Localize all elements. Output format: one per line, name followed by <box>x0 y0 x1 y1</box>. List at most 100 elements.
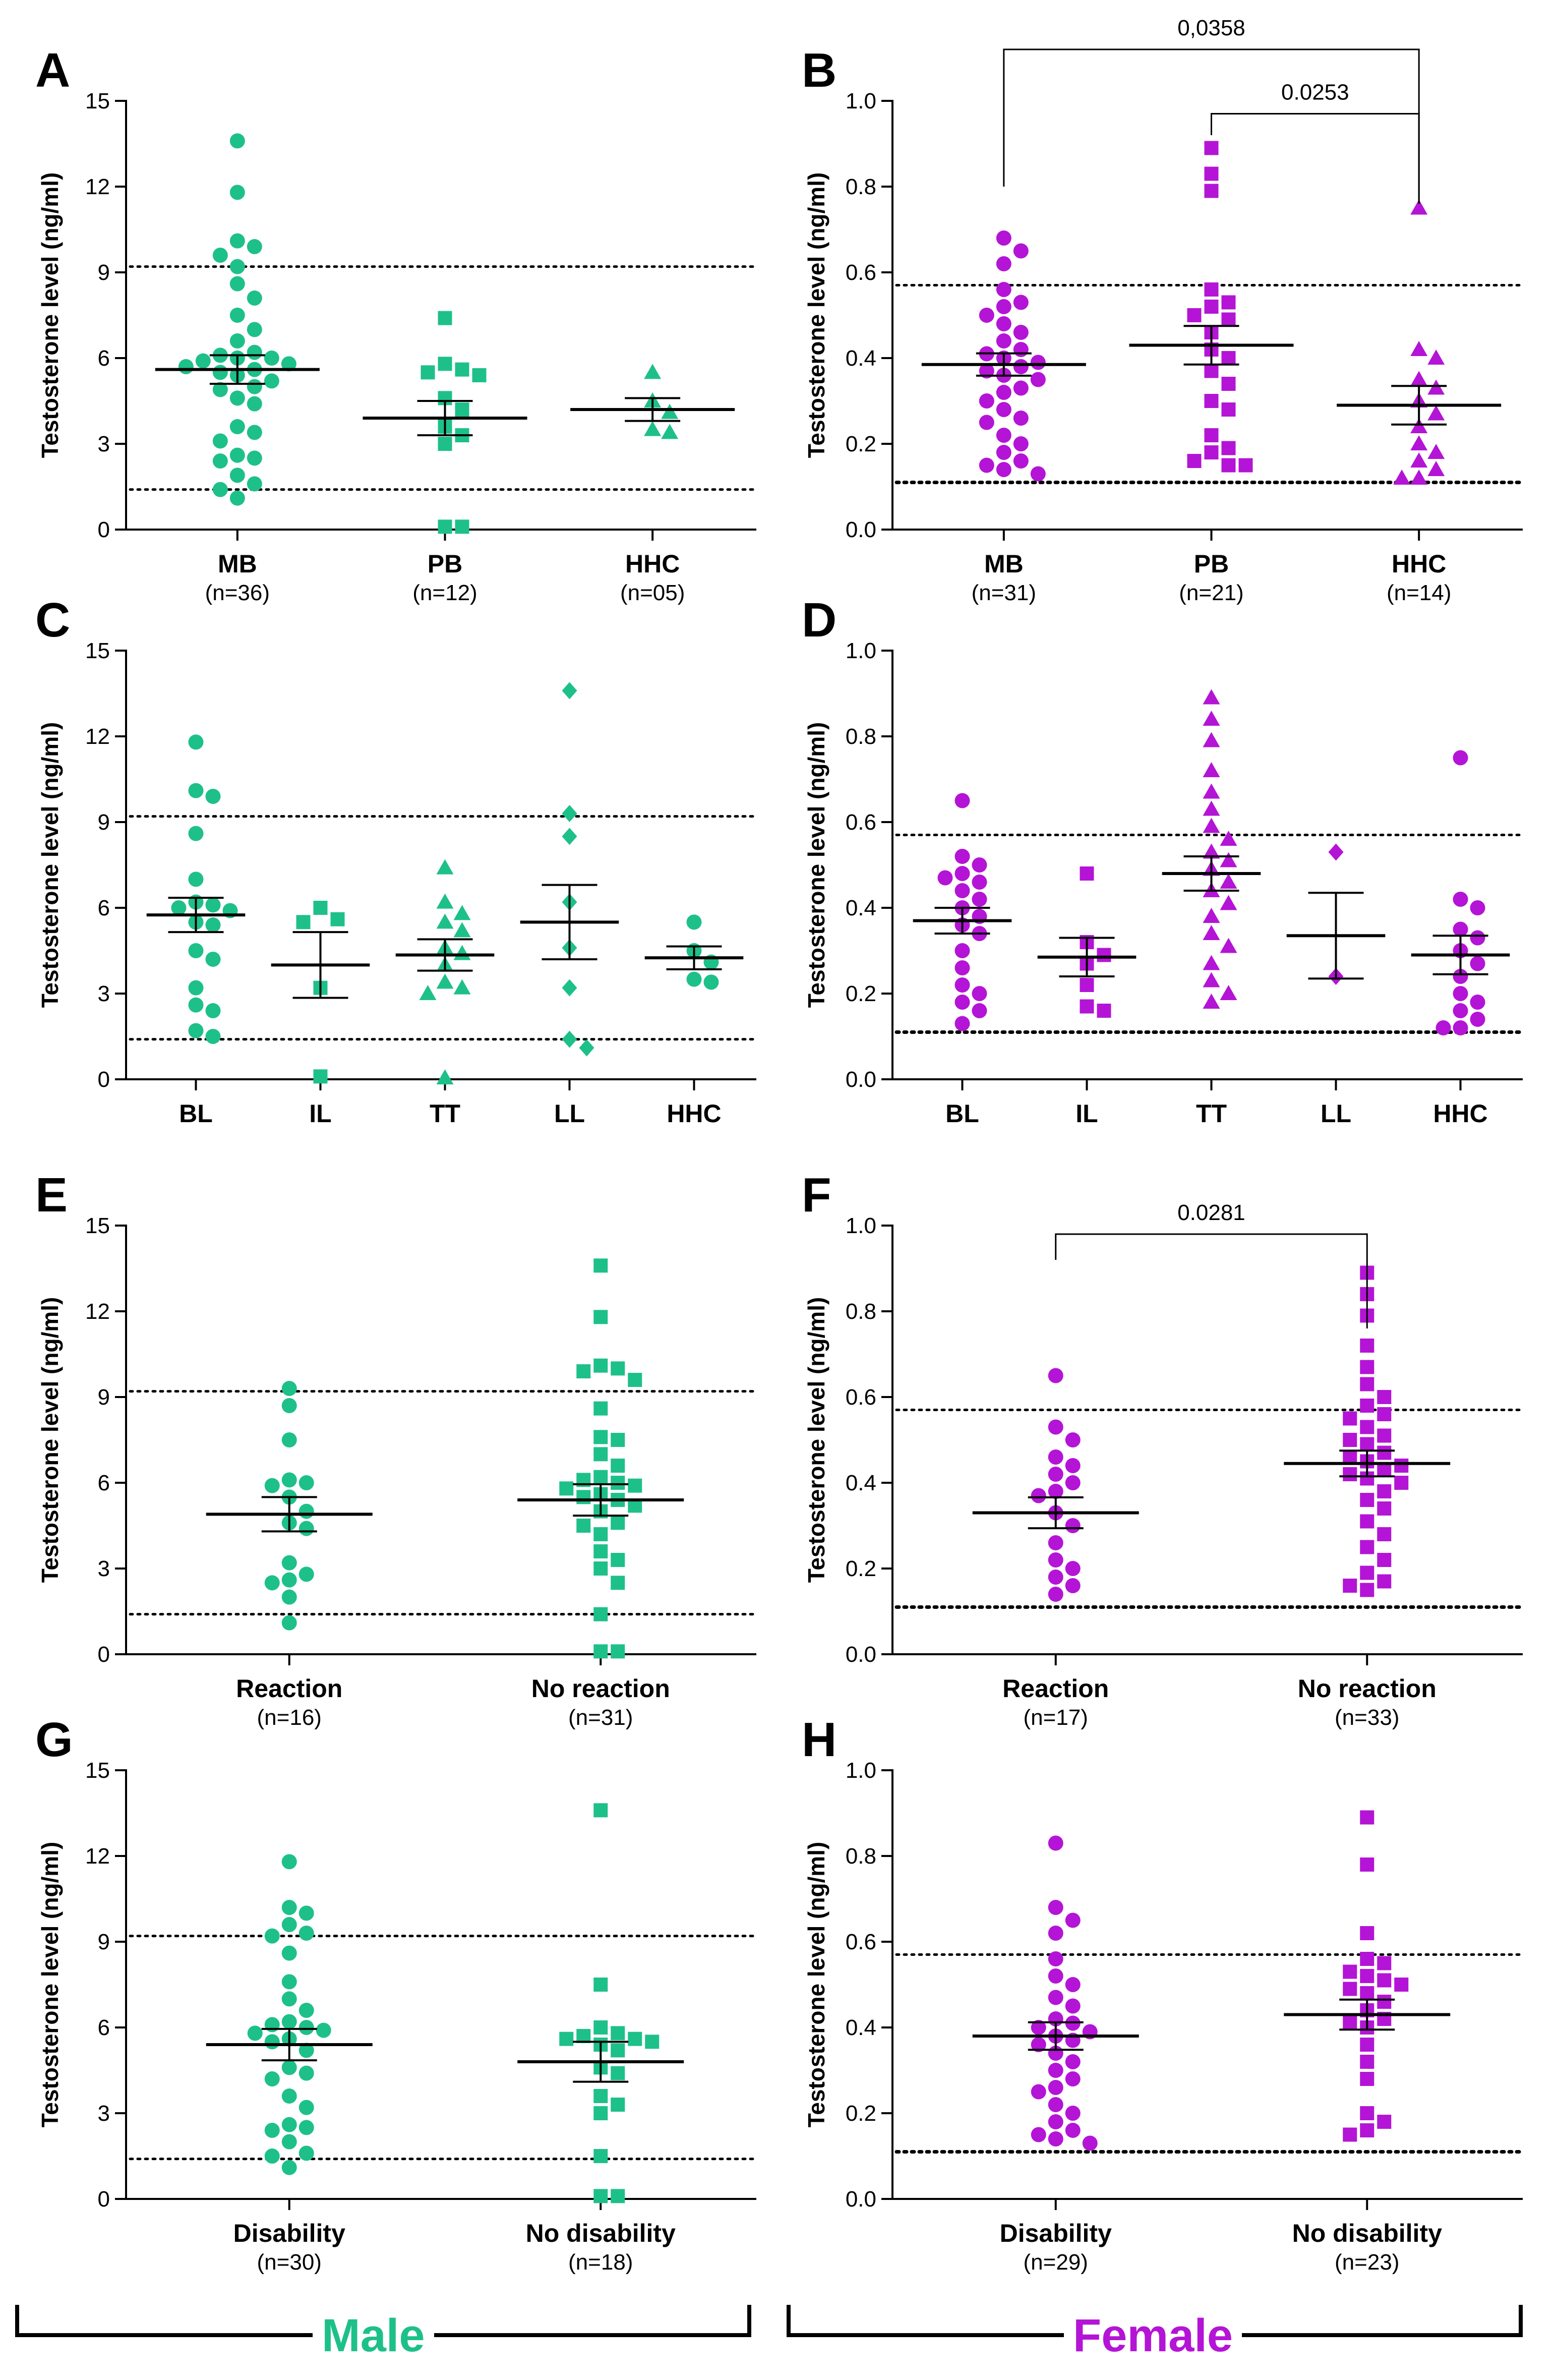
panel-d-data-point <box>1080 999 1094 1014</box>
panel-a-data-point <box>247 396 262 412</box>
panel-e-data-point <box>264 1575 280 1591</box>
panel-b-data-point <box>1427 379 1445 395</box>
panel-e-data-point <box>281 1615 297 1631</box>
panel-d-data-point <box>1220 874 1237 889</box>
panel-a-data-point <box>247 476 262 492</box>
panel-c-data-point <box>453 945 471 960</box>
panel-h-x-count-label: (n=29) <box>1024 2250 1088 2275</box>
panel-e-data-point <box>593 1544 608 1558</box>
panel-b-data-point <box>1410 341 1428 356</box>
panel-d-data-point <box>1453 892 1468 907</box>
panel-h-data-point <box>1048 1926 1063 1941</box>
panel-h-data-point <box>1360 2038 1374 2052</box>
panel-a-y-tick-label: 0 <box>98 517 110 542</box>
panel-e-data-point <box>281 1381 297 1396</box>
panel-d-data-point <box>972 986 987 1001</box>
panel-a-y-axis-title: Testosterone level (ng/ml) <box>37 172 63 458</box>
panel-e-data-point <box>298 1566 314 1582</box>
panel-g-data-point <box>281 2060 297 2075</box>
panel-f-y-tick-label: 0.0 <box>846 1642 876 1667</box>
panel-f-y-tick-label: 1.0 <box>846 1213 876 1238</box>
panel-d-data-point <box>1453 1020 1468 1035</box>
panel-b-data-point <box>996 316 1011 331</box>
panel-g-data-point <box>611 2043 625 2058</box>
panel-g-data-point <box>559 2031 574 2046</box>
panel-b-data-point <box>996 462 1011 477</box>
panel-f-chart: Testosterone level (ng/ml) 0.0 0.2 0.4 0.6 0.… <box>803 1200 1525 1730</box>
panel-e-y-tick-label: 12 <box>85 1299 110 1324</box>
panel-d-y-tick-label: 0.2 <box>846 981 876 1006</box>
panel-a-data-point <box>229 259 245 274</box>
panel-a-data-point <box>247 344 262 360</box>
panel-a-data-point <box>229 333 245 349</box>
panel-f-y-tick-label: 0.4 <box>846 1471 876 1495</box>
panel-d-data-point <box>1220 985 1237 1000</box>
panel-a-data-point <box>247 379 262 394</box>
panel-d-data-point <box>954 849 970 864</box>
panel-e-data-point <box>611 1576 625 1590</box>
panel-d-x-tick-label: BL <box>945 1099 979 1128</box>
panel-e-y-tick-label: 3 <box>98 1556 110 1581</box>
panel-g-y-tick-label: 6 <box>98 2015 110 2040</box>
panel-h-y-axis-title: Testosterone level (ng/ml) <box>803 1842 829 2128</box>
panel-g-data-point <box>593 2089 608 2103</box>
panel-g-data-point <box>593 2106 608 2120</box>
panel-a-y-tick-label: 6 <box>98 346 110 371</box>
panel-h-data-point <box>1343 1964 1357 1979</box>
panel-h-data-point <box>1360 2106 1374 2120</box>
panel-f-data-point <box>1065 1458 1081 1473</box>
panel-f-y-tick-label: 0.2 <box>846 1556 876 1581</box>
panel-d-data-point <box>972 892 987 907</box>
panel-h-data-point <box>1082 2135 1098 2151</box>
panel-b-data-point <box>1204 141 1219 155</box>
panel-d-data-point <box>1097 948 1111 962</box>
panel-f-data-point <box>1377 1527 1392 1541</box>
panel-h-data-point <box>1377 1973 1392 1988</box>
panel-a-data-point <box>212 433 228 449</box>
panel-h-y-tick-label: 0.2 <box>846 2101 876 2126</box>
panel-f-data-point <box>1377 1428 1392 1443</box>
panel-h-letter: H <box>802 1713 837 1767</box>
panel-d-x-tick-label: TT <box>1196 1099 1227 1128</box>
panel-d-data-point <box>1220 831 1237 846</box>
panel-d-data-point <box>1203 818 1220 833</box>
panel-e-data-point <box>576 1490 591 1504</box>
panel-a-data-point <box>264 351 279 366</box>
panel-f-data-point <box>1360 1583 1374 1597</box>
panel-e-data-point <box>593 1310 608 1324</box>
panel-d-data-point <box>954 883 970 898</box>
panel-d-y-tick-label: 1.0 <box>846 638 876 663</box>
panel-f-y-tick-label: 0.8 <box>846 1299 876 1324</box>
panel-h-data-point <box>1031 2084 1046 2100</box>
panel-h-data-point <box>1343 2127 1357 2142</box>
panel-g-data-point <box>593 2149 608 2163</box>
panel-e-y-tick-label: 6 <box>98 1471 110 1495</box>
panel-g-data-point <box>576 2029 591 2043</box>
panel-b-data-point <box>996 230 1011 246</box>
panel-a-data-point <box>212 453 228 469</box>
panel-a-data-point <box>212 482 228 497</box>
panel-b-x-count-label: (n=31) <box>972 581 1036 605</box>
panel-c-y-axis-title: Testosterone level (ng/ml) <box>37 722 63 1008</box>
panel-e-data-point <box>628 1478 642 1493</box>
panel-g-data-point <box>298 2145 314 2161</box>
panel-d-x-tick-label: HHC <box>1433 1099 1487 1128</box>
panel-e-data-point <box>281 1472 297 1488</box>
panel-e-data-point <box>576 1519 591 1533</box>
panel-a-x-tick-label: MB <box>218 550 257 578</box>
panel-d-data-point <box>1470 1012 1485 1027</box>
panel-d-data-point <box>954 995 970 1010</box>
panel-d-data-point <box>1453 921 1468 937</box>
panel-h-data-point <box>1360 2123 1374 2137</box>
panel-f-data-point <box>1394 1459 1409 1473</box>
panel-d-data-point <box>1203 783 1220 799</box>
panel-b-data-point <box>996 402 1011 417</box>
panel-h-data-point <box>1065 2106 1081 2121</box>
panel-f-data-point <box>1048 1587 1063 1602</box>
panel-b-data-point <box>1013 436 1029 451</box>
panel-b-data-point <box>1204 184 1219 198</box>
panel-b-data-point <box>1221 402 1236 417</box>
panel-f-data-point <box>1343 1411 1357 1426</box>
panel-h-data-point <box>1065 1998 1081 2014</box>
panel-b-data-point <box>1221 351 1236 365</box>
